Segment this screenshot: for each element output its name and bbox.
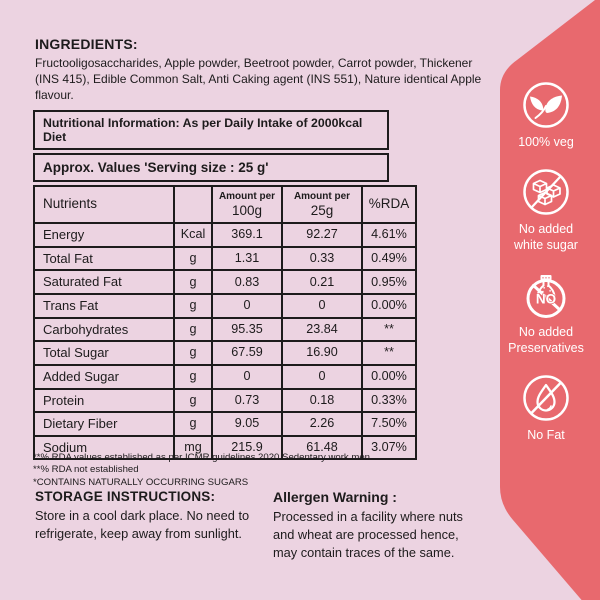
- nutrition-table-title: Nutritional Information: As per Daily In…: [33, 110, 389, 150]
- table-row: Total Fat g 1.31 0.33 0.49%: [33, 245, 417, 272]
- col-header-per-100g: Amount per 100g: [211, 184, 283, 225]
- table-row: Carbohydrates g 95.35 23.84 **: [33, 316, 417, 343]
- allergen-heading: Allergen Warning :: [273, 489, 397, 505]
- col-header-unit: [173, 184, 213, 225]
- allergen-text: Processed in a facility where nuts and w…: [273, 509, 463, 560]
- col-header-rda: %RDA: [368, 196, 410, 212]
- table-row: Saturated Fat g 0.83 0.21 0.95%: [33, 269, 417, 295]
- table-row: Added Sugar g 0 0 0.00%: [33, 363, 417, 390]
- serving-size-line: Approx. Values 'Serving size : 25 g': [33, 153, 389, 182]
- table-row: Energy Kcal 369.1 92.27 4.61%: [33, 222, 417, 248]
- table-row: Total Sugar g 67.59 16.90 **: [33, 340, 417, 366]
- nutrition-section: Nutritional Information: As per Daily In…: [33, 110, 417, 461]
- footnotes: **% RDA values established as per ICMR g…: [33, 452, 433, 489]
- nutrition-table: Nutrients Amount per 100g Amount per 25g…: [33, 184, 417, 461]
- col-header-per-25g: Amount per 25g: [281, 184, 363, 225]
- footnote-rda-icmr: **% RDA values established as per ICMR g…: [33, 452, 371, 463]
- ingredients-text: Fructooligosaccharides, Apple powder, Be…: [35, 56, 482, 102]
- table-row: Trans Fat g 0 0 0.00%: [33, 292, 417, 319]
- footnote-natural-sugars: *CONTAINS NATURALLY OCCURRING SUGARS: [33, 476, 249, 488]
- col-header-nutrients: Nutrients: [43, 196, 98, 212]
- footnote-rda-not-established: **% RDA not established: [33, 464, 139, 476]
- table-row: Protein g 0.73 0.18 0.33%: [33, 387, 417, 414]
- storage-heading: STORAGE INSTRUCTIONS:: [35, 489, 216, 504]
- ingredients-section: INGREDIENTS: Fructooligosaccharides, App…: [35, 36, 485, 103]
- table-row: Dietary Fiber g 9.05 2.26 7.50%: [33, 411, 417, 437]
- table-header-row: Nutrients Amount per 100g Amount per 25g…: [33, 184, 417, 225]
- table-row: Sodium mg 215.9 61.48 3.07%: [33, 434, 417, 461]
- storage-text: Store in a cool dark place. No need to r…: [35, 508, 250, 541]
- allergen-warning-section: Allergen Warning : Processed in a facili…: [273, 489, 485, 562]
- storage-instructions-section: STORAGE INSTRUCTIONS: Store in a cool da…: [35, 489, 265, 543]
- ingredients-heading: INGREDIENTS:: [35, 36, 138, 52]
